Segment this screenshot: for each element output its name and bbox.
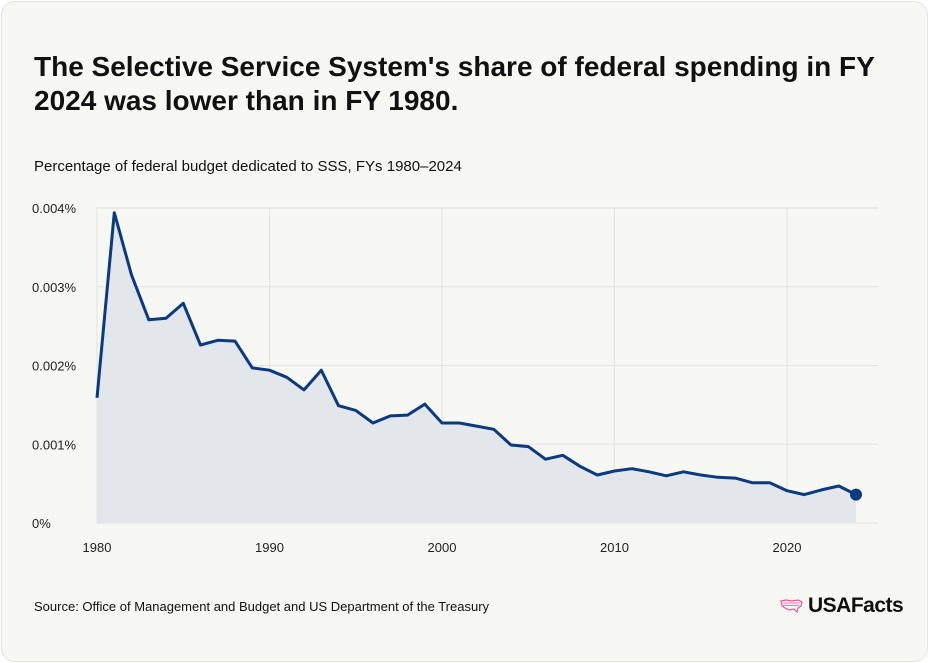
y-tick-label: 0.001%: [32, 437, 77, 452]
us-map-icon: [780, 599, 803, 614]
y-tick-label: 0%: [32, 516, 51, 531]
y-tick-label: 0.003%: [32, 280, 77, 295]
x-tick-label: 1990: [255, 540, 284, 555]
chart-title: The Selective Service System's share of …: [34, 51, 875, 116]
area-fill: [97, 212, 856, 523]
x-tick-label: 2010: [600, 540, 629, 555]
logo-text: USAFacts: [808, 594, 904, 617]
y-tick-label: 0.002%: [32, 359, 77, 374]
usafacts-logo: USAFacts: [780, 594, 904, 618]
chart-subtitle: Percentage of federal budget dedicated t…: [34, 158, 462, 175]
series-line: [95, 211, 857, 497]
x-tick-label: 2000: [428, 540, 457, 555]
y-tick-label: 0.004%: [32, 201, 77, 216]
end-marker: [850, 488, 862, 501]
x-tick-label: 2020: [773, 540, 802, 555]
x-tick-label: 1980: [83, 540, 112, 555]
source-note: Source: Office of Management and Budget …: [34, 599, 490, 614]
